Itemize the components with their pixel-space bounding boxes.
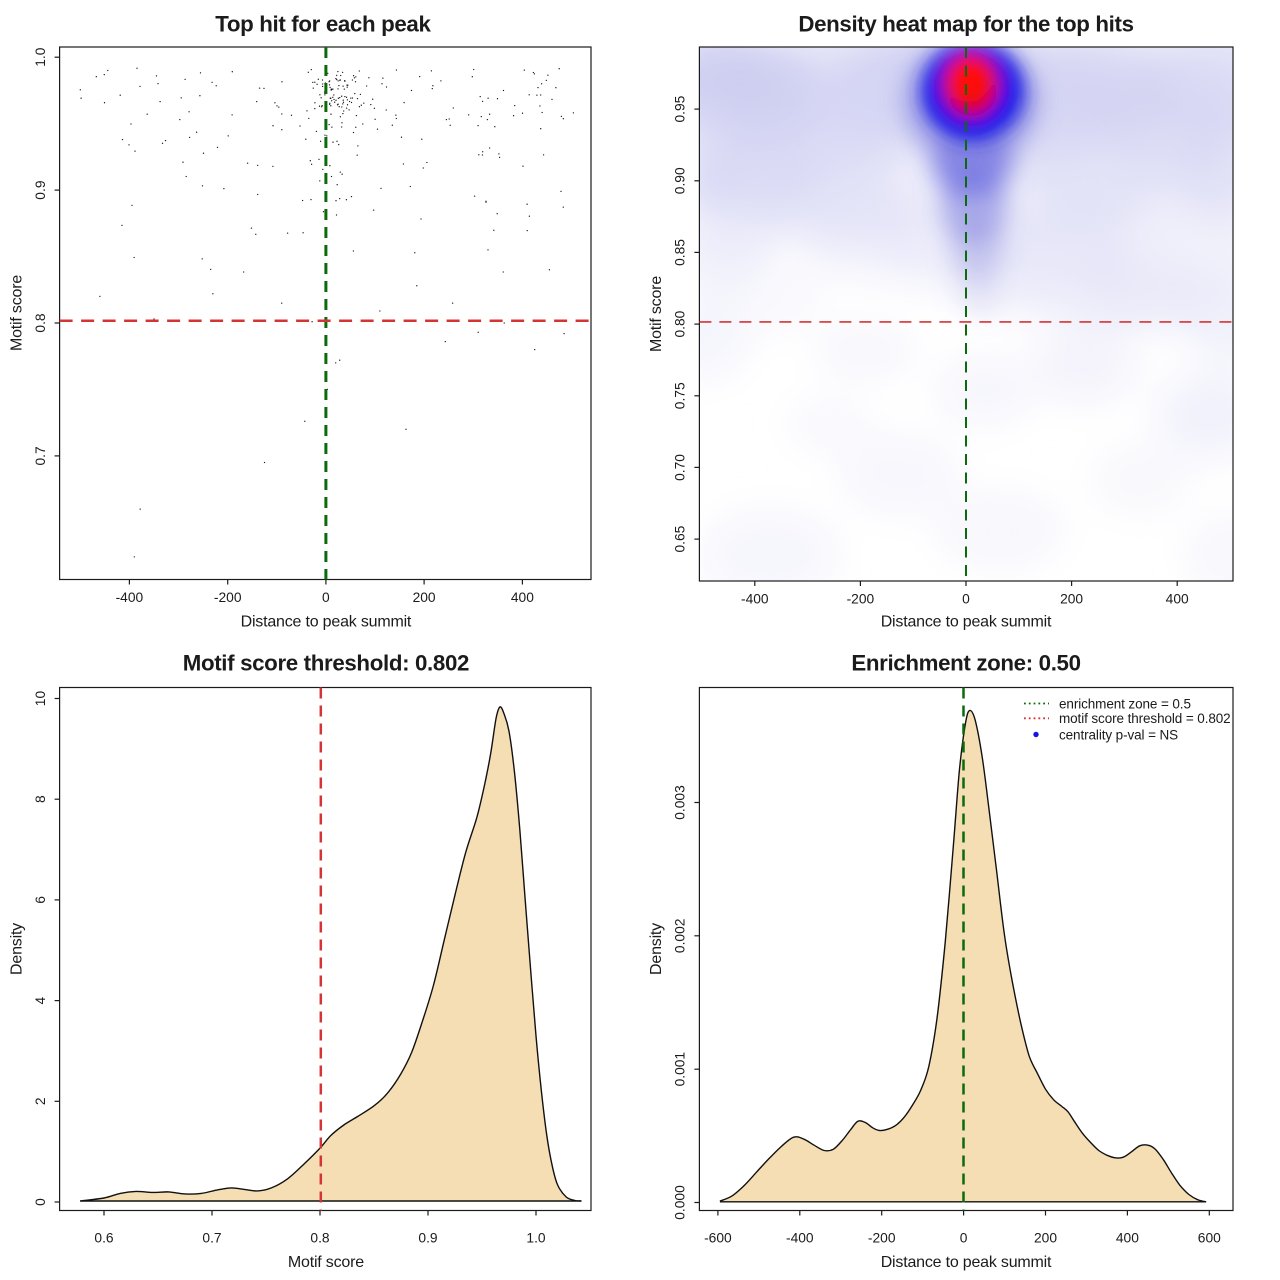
svg-text:0: 0	[322, 590, 330, 605]
svg-text:6: 6	[33, 896, 48, 904]
svg-text:-600: -600	[704, 1231, 732, 1246]
svg-text:Motif score: Motif score	[648, 276, 665, 352]
svg-text:Distance to peak summit: Distance to peak summit	[881, 614, 1052, 631]
svg-text:0.80: 0.80	[673, 310, 688, 337]
svg-text:Density: Density	[9, 923, 26, 975]
svg-text:0: 0	[33, 1198, 48, 1206]
svg-text:400: 400	[1116, 1231, 1139, 1246]
svg-text:0.75: 0.75	[673, 382, 688, 409]
svg-text:10: 10	[33, 691, 48, 707]
svg-text:0.8: 0.8	[310, 1231, 330, 1246]
svg-text:0: 0	[962, 592, 970, 607]
svg-text:0.90: 0.90	[673, 167, 688, 194]
svg-text:0.85: 0.85	[672, 239, 687, 266]
svg-text:Density: Density	[648, 923, 665, 975]
svg-text:8: 8	[33, 795, 48, 803]
svg-text:0.002: 0.002	[672, 919, 687, 954]
svg-text:1.0: 1.0	[526, 1231, 546, 1246]
svg-text:0.65: 0.65	[673, 525, 688, 552]
svg-text:-400: -400	[116, 590, 144, 605]
svg-text:0.8: 0.8	[33, 313, 48, 333]
svg-text:Motif score threshold: 0.802: Motif score threshold: 0.802	[183, 651, 469, 676]
svg-text:4: 4	[33, 996, 48, 1004]
svg-text:0.6: 0.6	[94, 1231, 114, 1246]
svg-text:600: 600	[1198, 1231, 1221, 1246]
svg-text:200: 200	[1034, 1231, 1057, 1246]
svg-text:enrichment zone = 0.5: enrichment zone = 0.5	[1059, 696, 1191, 711]
svg-text:-200: -200	[868, 1231, 896, 1246]
svg-text:200: 200	[1060, 592, 1083, 607]
svg-text:0.7: 0.7	[202, 1231, 221, 1246]
svg-text:200: 200	[413, 590, 436, 605]
svg-text:0.9: 0.9	[33, 180, 48, 200]
svg-text:-400: -400	[741, 592, 769, 607]
svg-text:1.0: 1.0	[33, 47, 48, 67]
svg-text:0.000: 0.000	[673, 1185, 688, 1220]
svg-text:-200: -200	[214, 590, 242, 605]
svg-text:Motif score: Motif score	[288, 1254, 364, 1271]
svg-text:0.9: 0.9	[418, 1231, 438, 1246]
svg-text:0.70: 0.70	[672, 454, 687, 481]
svg-text:Distance to peak summit: Distance to peak summit	[241, 614, 412, 631]
svg-text:0.001: 0.001	[673, 1052, 688, 1087]
svg-text:Density heat map for the top h: Density heat map for the top hits	[798, 12, 1133, 37]
svg-text:motif score threshold = 0.802: motif score threshold = 0.802	[1059, 711, 1231, 726]
svg-text:Enrichment zone: 0.50: Enrichment zone: 0.50	[851, 651, 1080, 676]
svg-text:0: 0	[960, 1231, 968, 1246]
svg-text:-400: -400	[786, 1231, 814, 1246]
svg-text:400: 400	[1166, 592, 1189, 607]
svg-text:Motif score: Motif score	[9, 275, 26, 351]
svg-text:Top hit for each peak: Top hit for each peak	[215, 12, 431, 37]
svg-text:-200: -200	[847, 592, 875, 607]
svg-text:2: 2	[33, 1097, 48, 1105]
svg-text:0.003: 0.003	[672, 785, 687, 820]
svg-text:400: 400	[511, 590, 534, 605]
svg-text:0.95: 0.95	[672, 95, 687, 122]
svg-text:Distance to peak summit: Distance to peak summit	[881, 1254, 1052, 1271]
svg-text:0.7: 0.7	[33, 446, 48, 465]
svg-text:centrality p-val = NS: centrality p-val = NS	[1059, 727, 1178, 742]
